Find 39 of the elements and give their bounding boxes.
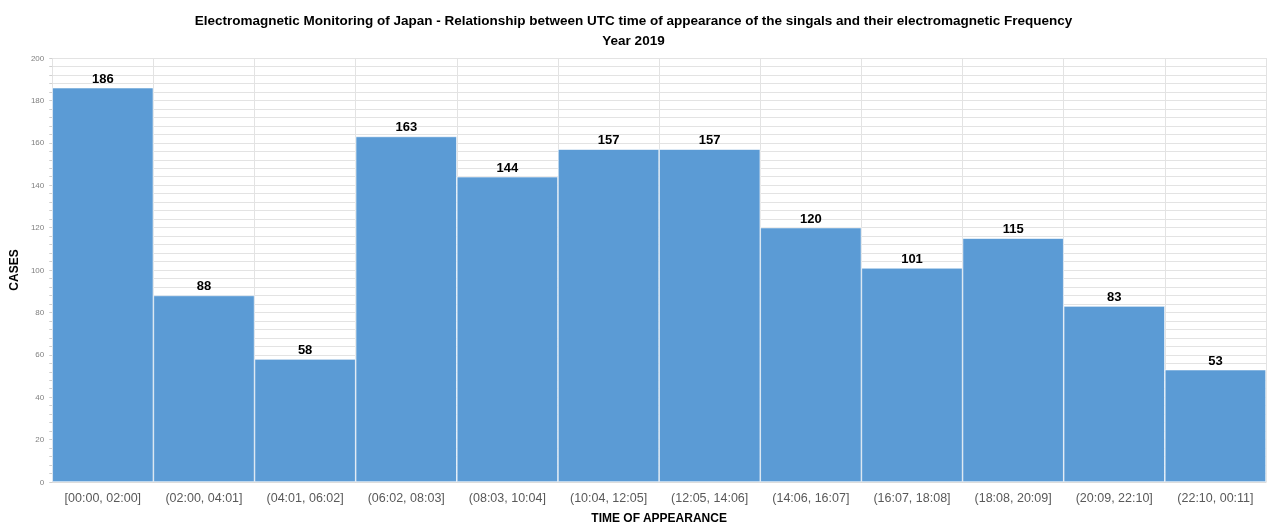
y-tick-label: 60	[35, 350, 45, 360]
x-tick-label: (06:02, 08:03]	[367, 490, 445, 505]
y-tick-label: 80	[35, 307, 45, 317]
data-label: 58	[297, 342, 313, 358]
data-label: 83	[1107, 289, 1122, 305]
y-tick-label: 40	[35, 392, 45, 402]
data-label: 53	[1208, 352, 1223, 368]
data-label: 157	[597, 132, 620, 148]
x-tick-label: (02:00, 04:01]	[165, 490, 243, 505]
data-label: 186	[91, 70, 114, 86]
x-tick-label: (18:08, 20:09]	[974, 490, 1052, 505]
data-label: 88	[196, 278, 212, 294]
chart-subtitle: Year 2019	[602, 32, 665, 48]
y-tick-label: 180	[30, 95, 45, 105]
chart-title: Electromagnetic Monitoring of Japan - Relationship between UTC time of appearance of the singals and their electromagnetic Frequency	[194, 12, 1073, 28]
x-axis-title: TIME OF APPEARANCE	[591, 511, 727, 525]
y-tick-label: 20	[35, 435, 45, 445]
data-label: 115	[1002, 221, 1024, 237]
data-label: 101	[901, 250, 923, 266]
y-tick-label: 120	[30, 223, 45, 233]
x-tick-label: (10:04, 12:05]	[569, 490, 648, 505]
data-label: 157	[698, 132, 721, 148]
x-tick-label: [00:00, 02:00]	[64, 490, 142, 505]
x-tick-label: (12:05, 14:06]	[671, 490, 749, 505]
y-tick-label: 100	[30, 265, 45, 275]
x-tick-label: (04:01, 06:02]	[266, 490, 344, 505]
data-label: 144	[496, 159, 520, 175]
y-tick-label: 160	[30, 138, 45, 148]
y-tick-label: 200	[30, 53, 45, 63]
y-tick-label: 0	[39, 477, 45, 487]
data-label: 163	[395, 119, 418, 135]
x-tick-label: (22:10, 00:11]	[1177, 490, 1254, 505]
x-tick-label: (16:07, 18:08]	[873, 490, 951, 505]
y-axis-title: CASES	[7, 249, 21, 291]
data-label: 120	[799, 210, 822, 226]
y-tick-label: 140	[30, 180, 45, 190]
x-tick-label: (14:06, 16:07]	[772, 490, 850, 505]
x-tick-label: (20:09, 22:10]	[1075, 490, 1153, 505]
x-tick-label: (08:03, 10:04]	[468, 490, 546, 505]
